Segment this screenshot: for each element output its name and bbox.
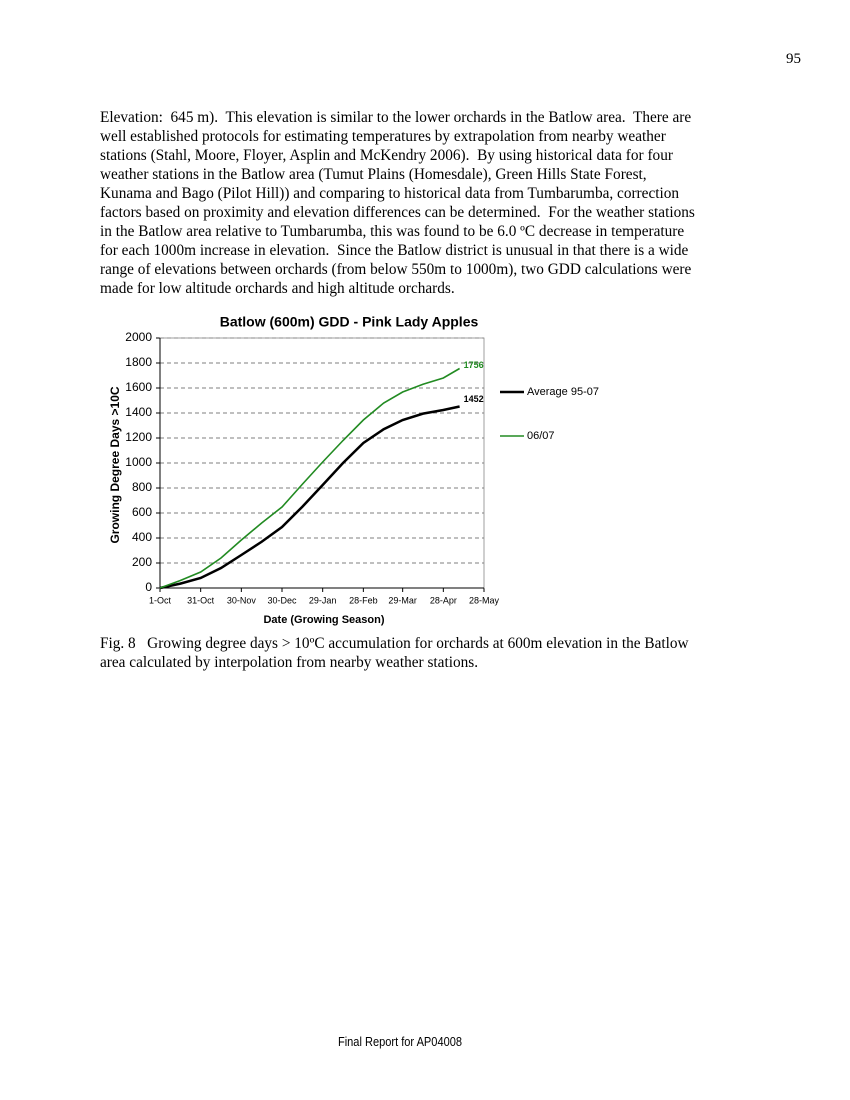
legend-label: Average 95-07: [527, 386, 599, 398]
paragraph-line: factors based on proximity and elevation…: [100, 204, 695, 221]
y-tick-label: 600: [132, 505, 152, 519]
footer: Final Report for AP04008: [337, 1034, 463, 1049]
end-label: 1756: [464, 360, 484, 370]
y-tick-label: 1400: [125, 405, 152, 419]
x-tick-label: 29-Jan: [309, 595, 337, 605]
y-tick-label: 1200: [125, 430, 152, 444]
caption-line: Fig. 8 Growing degree days > 10ºC accumu…: [100, 635, 689, 652]
y-axis-label: Growing Degree Days >10C: [108, 386, 122, 543]
series-line: [159, 367, 461, 589]
x-tick-label: 29-Mar: [388, 595, 417, 605]
paragraph-line: Elevation: 645 m). This elevation is sim…: [100, 109, 692, 126]
paragraph-line: range of elevations between orchards (fr…: [100, 261, 692, 278]
y-tick-label: 2000: [125, 330, 152, 344]
paragraph-line: Kunama and Bago (Pilot Hill)) and compar…: [100, 185, 680, 202]
y-tick-label: 1000: [125, 455, 152, 469]
y-tick-label: 1800: [125, 355, 152, 369]
paragraph-line: in the Batlow area relative to Tumbarumb…: [100, 223, 685, 240]
y-tick-label: 0: [145, 580, 152, 594]
chart-title: Batlow (600m) GDD - Pink Lady Apples: [220, 314, 479, 330]
page-number: 95: [786, 51, 801, 67]
paragraph-line: made for low altitude orchards and high …: [100, 280, 455, 297]
legend-label: 06/07: [527, 430, 555, 442]
x-axis-label: Date (Growing Season): [263, 614, 384, 626]
caption-line: area calculated by interpolation from ne…: [100, 654, 479, 671]
paragraph-line: for each 1000m increase in elevation. Si…: [100, 242, 689, 259]
x-tick-label: 1-Oct: [149, 595, 172, 605]
y-tick-label: 1600: [125, 380, 152, 394]
y-tick-label: 800: [132, 480, 152, 494]
y-tick-label: 200: [132, 555, 152, 569]
paragraph-line: well established protocols for estimatin…: [100, 128, 666, 145]
y-tick-label: 400: [132, 530, 152, 544]
paragraph-line: stations (Stahl, Moore, Floyer, Asplin a…: [100, 147, 673, 164]
x-tick-label: 31-Oct: [187, 595, 215, 605]
end-label: 1452: [464, 394, 484, 404]
series-line: [159, 405, 460, 590]
x-tick-label: 28-Apr: [430, 595, 457, 605]
x-tick-label: 28-Feb: [349, 595, 378, 605]
paragraph-line: weather stations in the Batlow area (Tum…: [100, 166, 647, 183]
chart: Batlow (600m) GDD - Pink Lady Apples 0 200…: [108, 314, 599, 626]
x-tick-label: 30-Dec: [268, 595, 298, 605]
x-tick-label: 28-May: [469, 595, 500, 605]
x-tick-label: 30-Nov: [227, 595, 257, 605]
